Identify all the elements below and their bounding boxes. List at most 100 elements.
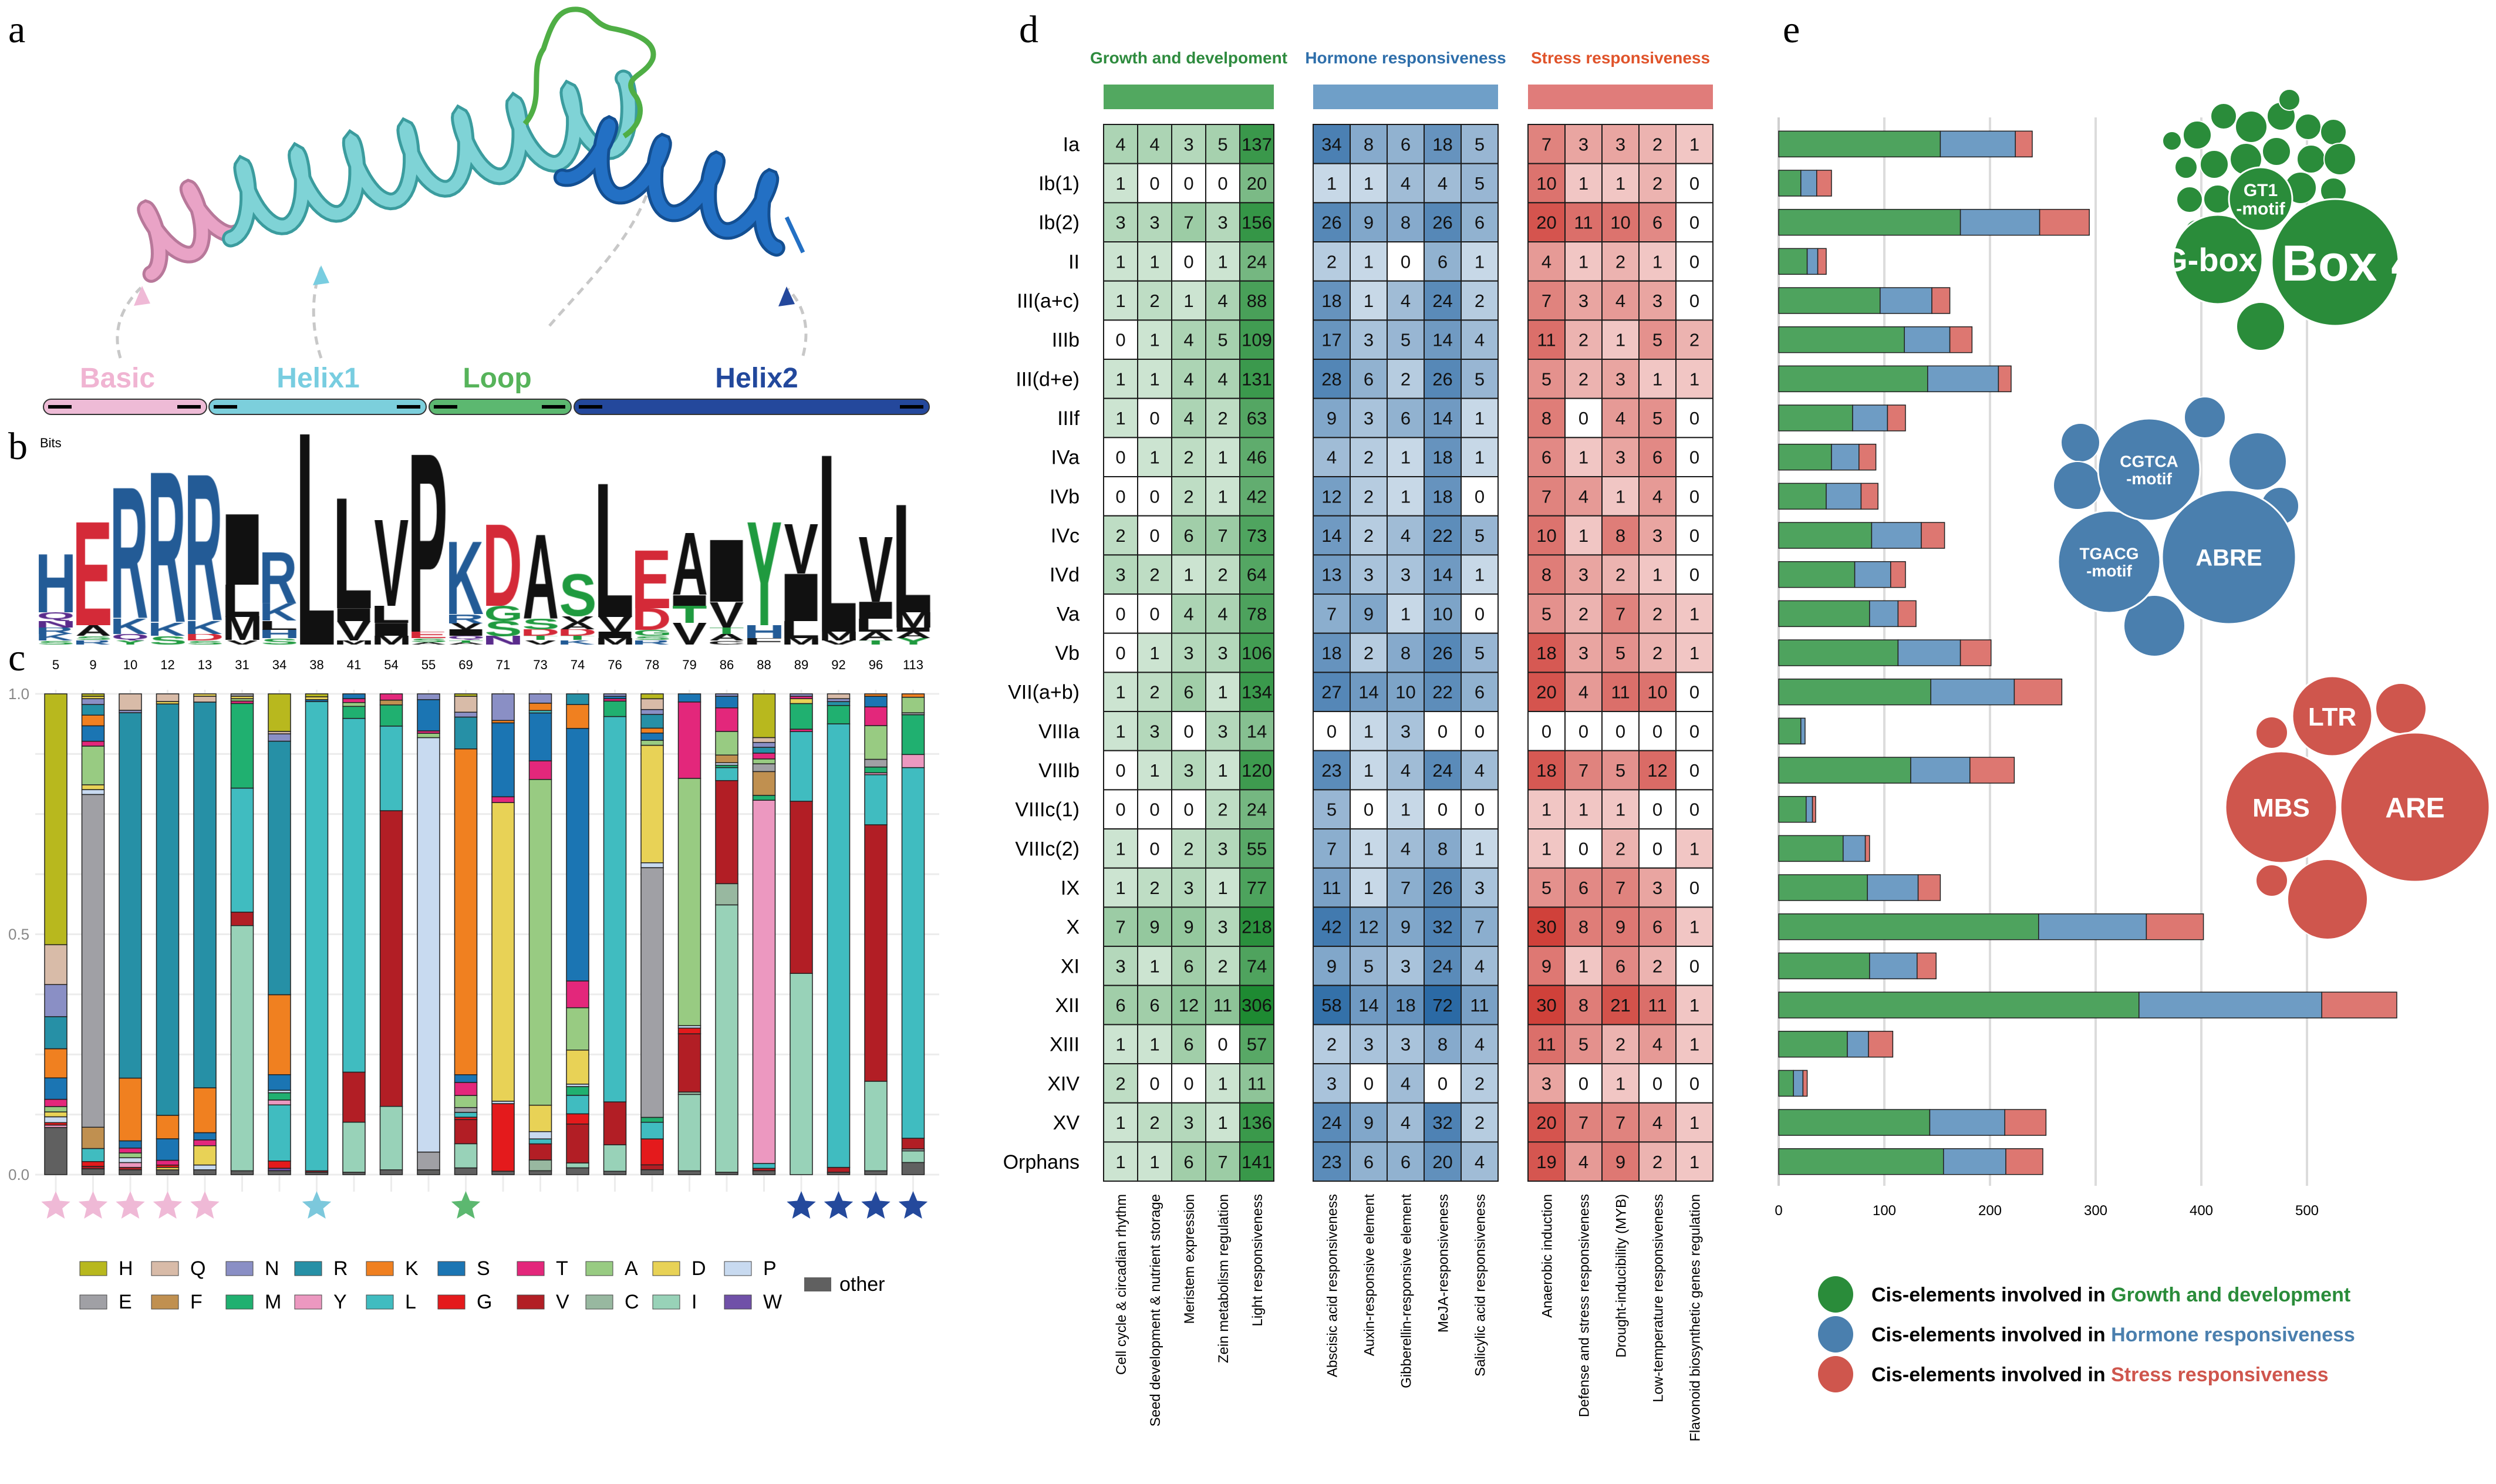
bar-segment <box>1897 600 1917 628</box>
bar-segment <box>1858 443 1877 471</box>
segment-N <box>491 693 515 721</box>
bar-segment <box>1778 1030 1848 1058</box>
heatmap-cell <box>1675 1063 1714 1104</box>
cell-value: 11 <box>1574 213 1593 233</box>
cell-value: 0 <box>1149 525 1159 546</box>
cell-value: 8 <box>1401 643 1411 663</box>
bubble-label: -motif <box>2236 200 2285 219</box>
cis-element-heatmap-panel: Ia Ib(1) Ib(2) II III(a+c) IIIb III(d+e) IIIf IV… <box>1003 49 1714 1442</box>
heatmap-cell <box>1564 163 1603 204</box>
legend-label: I <box>692 1291 697 1313</box>
heatmap-cell <box>1564 672 1603 713</box>
segment-E <box>752 763 776 773</box>
cell-value: 2 <box>1364 525 1374 546</box>
segment-A <box>81 746 105 785</box>
segment-N <box>790 693 813 697</box>
cell-value: 0 <box>1689 291 1699 311</box>
bar-segment <box>1904 326 1951 353</box>
cell-value: 1 <box>1364 760 1374 781</box>
bar-segment <box>1847 1030 1869 1058</box>
legend-dot-icon <box>1818 1316 1853 1353</box>
cell-value: 4 <box>1542 251 1551 272</box>
arrow-left-icon <box>48 405 72 409</box>
cell-value: 131 <box>1242 369 1272 389</box>
heatmap-cell <box>1239 946 1274 986</box>
cell-value: 3 <box>1401 721 1411 741</box>
segment-T <box>528 760 552 780</box>
cell-value: 2 <box>1615 565 1625 585</box>
heatmap-cell <box>1137 750 1172 791</box>
segment-I <box>566 1162 589 1169</box>
cell-value: 24 <box>1432 291 1452 311</box>
heatmap-cell <box>1137 163 1172 204</box>
logo-position-label: 69 <box>458 657 473 672</box>
bubble-label: ABRE <box>2195 545 2262 571</box>
heatmap-cell <box>1205 319 1240 360</box>
bubble <box>2255 716 2288 749</box>
legend-swatch <box>585 1261 613 1276</box>
heatmap-cell <box>1350 1102 1388 1143</box>
segment-D <box>491 802 515 1102</box>
segment-L <box>790 731 813 802</box>
bubble <box>2183 120 2212 150</box>
row-label: X <box>1066 916 1080 939</box>
heatmap-cell <box>1675 1102 1714 1143</box>
segment-other <box>454 1167 478 1175</box>
cell-value: 0 <box>1115 800 1125 820</box>
bubble-label: G-box <box>2162 241 2257 278</box>
legend-swatch <box>517 1294 545 1310</box>
cell-value: 1 <box>1401 800 1411 820</box>
segment-K <box>640 727 664 734</box>
legend-swatch <box>151 1261 179 1276</box>
heatmap-cell <box>1103 1141 1138 1182</box>
row-label: XIII <box>1050 1034 1080 1056</box>
segment-T <box>566 980 589 1009</box>
heatmap-cell <box>1461 554 1499 595</box>
segment-V <box>790 801 813 974</box>
cell-value: 13 <box>1321 565 1341 585</box>
logo-column-71: 71 <box>496 657 510 672</box>
bubble <box>2161 489 2297 625</box>
cell-value: 1 <box>1615 800 1625 820</box>
heatmap-cell <box>1239 593 1274 634</box>
x-tick-label: 0 <box>1775 1203 1782 1219</box>
column-label: Seed development & nutrient storage <box>1148 1194 1163 1426</box>
cell-value: 3 <box>1183 643 1193 663</box>
heatmap-cell <box>1601 476 1640 517</box>
logo-column-88: 88 <box>757 657 771 672</box>
segment-L <box>640 1122 664 1139</box>
cell-value: 1 <box>1689 134 1699 154</box>
cell-value: 4 <box>1652 486 1662 507</box>
heatmap-cell <box>1601 163 1640 204</box>
heatmap-cell <box>1601 1063 1640 1104</box>
cell-value: 1 <box>1652 251 1662 272</box>
cell-value: 1 <box>1364 878 1374 898</box>
segment-C <box>528 1159 552 1172</box>
cell-value: 4 <box>1615 408 1625 429</box>
cell-value: 2 <box>1578 330 1588 350</box>
composition-bar-12 <box>156 693 180 1175</box>
basic-helix <box>140 181 242 280</box>
cell-value: 10 <box>1610 213 1630 233</box>
cell-value: 8 <box>1438 1034 1448 1055</box>
cell-value: 3 <box>1364 565 1374 585</box>
heatmap-cell <box>1171 1063 1206 1104</box>
heatmap-cell <box>1239 319 1274 360</box>
segment-K <box>119 1077 142 1142</box>
pointer-arrow-line <box>312 267 323 359</box>
cell-value: 0 <box>1217 1034 1227 1055</box>
cell-value: 2 <box>1149 291 1159 311</box>
segment-K <box>156 1115 180 1139</box>
cell-value: 5 <box>1475 525 1485 546</box>
cell-value: 1 <box>1689 1152 1699 1172</box>
bubble-cluster-2: ARE MBS LTR <box>2224 675 2491 940</box>
segment-I <box>379 1105 403 1171</box>
heatmap-cell <box>1313 593 1351 634</box>
cell-value: 72 <box>1432 995 1452 1016</box>
logo-position-label: 86 <box>720 657 734 672</box>
logo-position-label: 10 <box>123 657 137 672</box>
logo-position-label: 76 <box>608 657 622 672</box>
cell-value: 14 <box>1247 721 1267 741</box>
logo-column-54: 54 <box>384 657 398 672</box>
cell-value: 2 <box>1149 1112 1159 1133</box>
